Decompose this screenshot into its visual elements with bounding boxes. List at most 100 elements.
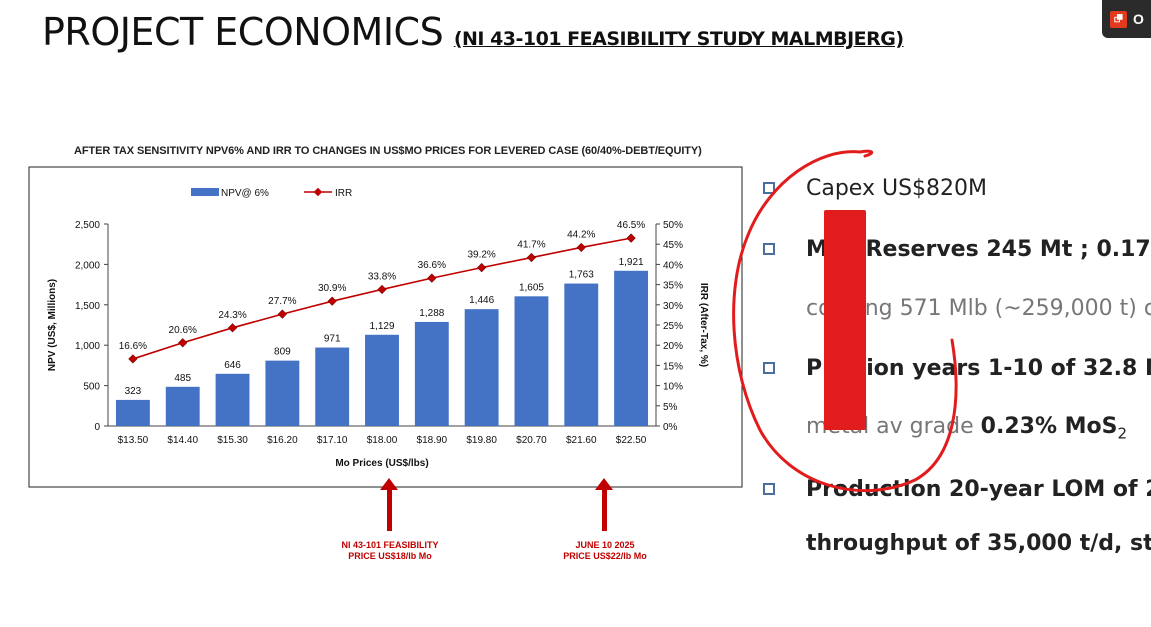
bullet-square-icon [763,182,775,194]
irr-data-label: 33.8% [368,271,396,282]
bullet-throughput-text: throughput of 35,000 t/d, strip ra [806,531,1151,556]
y2-tick-label: 45% [663,240,683,251]
irr-data-label: 16.6% [119,341,147,352]
npv-irr-chart: 0 500 1,000 1,500 2,000 2,500 0% 5% 10% 15% 20% 25%… [28,166,743,488]
y2-tick-label: 25% [663,321,683,332]
irr-data-label: 20.6% [169,325,197,336]
irr-data-label: 27.7% [268,296,296,307]
y2-tick-label: 10% [663,382,683,393]
x-tick-label: $15.30 [217,435,248,446]
y2-axis-title: IRR (After-Tax, %) [698,283,709,367]
bullet-capex: Capex US$820M [806,176,987,201]
red-circle-annotation [732,149,958,493]
y-axis-title: NPV (US$, Millions) [47,279,58,371]
bullet-square-icon [763,483,775,495]
chart-title: AFTER TAX SENSITIVITY NPV6% AND IRR TO C… [74,145,702,157]
pdf-open-button[interactable]: ⮻ O [1102,0,1151,38]
slide-title-main: PROJECT ECONOMICS [42,10,444,54]
y-tick-label: 2,500 [75,220,100,231]
bullet-square-icon [763,362,775,374]
y2-tick-label: 5% [663,402,678,413]
y2-tick-label: 15% [663,361,683,372]
bar [564,283,599,426]
bar-data-label: 485 [174,373,191,384]
bar [414,321,449,426]
irr-point [377,284,387,295]
annotation-june: JUNE 10 2025 PRICE US$22/lb Mo [545,540,665,562]
irr-point [178,338,188,348]
irr-point [576,242,586,253]
legend-bar-swatch [191,188,219,196]
irr-point [227,323,238,333]
x-tick-label: $18.90 [417,435,448,446]
y2-tick-label: 30% [663,301,683,312]
x-tick-label: $13.50 [118,435,149,446]
annotation-feasibility: NI 43-101 FEASIBILITY PRICE US$18/lb Mo [330,540,450,562]
annotation-june-line1: JUNE 10 2025 [575,540,635,550]
pdf-open-label: O [1133,11,1144,27]
bar [215,373,250,426]
bar-data-label: 1,129 [369,321,394,332]
legend-line-marker [313,187,323,197]
bar-data-label: 646 [224,360,241,371]
legend-bar-label: NPV@ 6% [221,188,269,199]
irr-data-label: 46.5% [617,220,645,231]
y-tick-label: 500 [83,382,100,393]
bar-data-label: 323 [125,386,142,397]
x-tick-label: $18.00 [367,435,398,446]
irr-data-label: 44.2% [567,229,595,240]
arrow-head-june [595,478,613,490]
bar [165,386,200,426]
irr-data-label: 36.6% [418,260,446,271]
pdf-icon: ⮻ [1110,10,1127,28]
bar [115,399,150,426]
y2-tick-label: 50% [663,220,683,231]
annotation-june-line2: PRICE US$22/lb Mo [563,551,647,561]
bar [614,270,649,426]
y-tick-label: 2,000 [75,260,100,271]
irr-data-label: 24.3% [218,310,246,321]
irr-point [128,354,138,364]
irr-point [526,252,537,263]
bar [365,334,399,426]
bar-data-label: 1,288 [419,308,444,319]
x-tick-label: $20.70 [516,435,547,446]
bar [315,347,350,426]
y2-tick-label: 0% [663,422,678,433]
bar-data-label: 1,605 [519,282,544,293]
x-tick-label: $14.40 [167,435,198,446]
x-tick-label: $17.10 [317,435,348,446]
irr-point [477,263,487,273]
irr-data-label: 30.9% [318,283,346,294]
bar-data-label: 1,921 [619,257,644,268]
irr-point [327,296,337,306]
irr-data-label: 39.2% [467,250,495,261]
slide-subtitle: (NI 43-101 FEASIBILITY STUDY MALMBJERG) [453,28,904,50]
red-highlight-mark [824,210,866,430]
bullet-throughput: throughput of 35,000 t/d, strip ra [806,531,1151,556]
y-tick-label: 0 [94,422,100,433]
bullet-grade-sub: 2 [1117,424,1128,443]
x-tick-label: $22.50 [616,435,647,446]
x-tick-label: $19.80 [466,435,497,446]
bar-data-label: 1,446 [469,295,494,306]
y2-tick-label: 40% [663,260,683,271]
annotation-feasibility-line1: NI 43-101 FEASIBILITY [341,540,439,550]
bar-data-label: 971 [324,334,341,345]
bar [514,296,549,426]
slide-title: PROJECT ECONOMICS (NI 43-101 FEASIBILITY… [42,10,904,54]
annotation-feasibility-line2: PRICE US$18/lb Mo [348,551,432,561]
bar [464,309,499,426]
bar-data-label: 809 [274,347,291,358]
legend-line-label: IRR [335,188,352,199]
y-tick-label: 1,000 [75,341,100,352]
x-tick-label: $16.20 [267,435,298,446]
irr-point [277,309,287,319]
x-tick-label: $21.60 [566,435,597,446]
arrow-shaft-june [602,489,607,531]
y-tick-label: 1,500 [75,301,100,312]
x-axis-title: Mo Prices (US$/lbs) [335,458,428,469]
irr-point [626,233,636,243]
arrow-shaft-feasibility [387,489,392,531]
bar [265,360,300,426]
